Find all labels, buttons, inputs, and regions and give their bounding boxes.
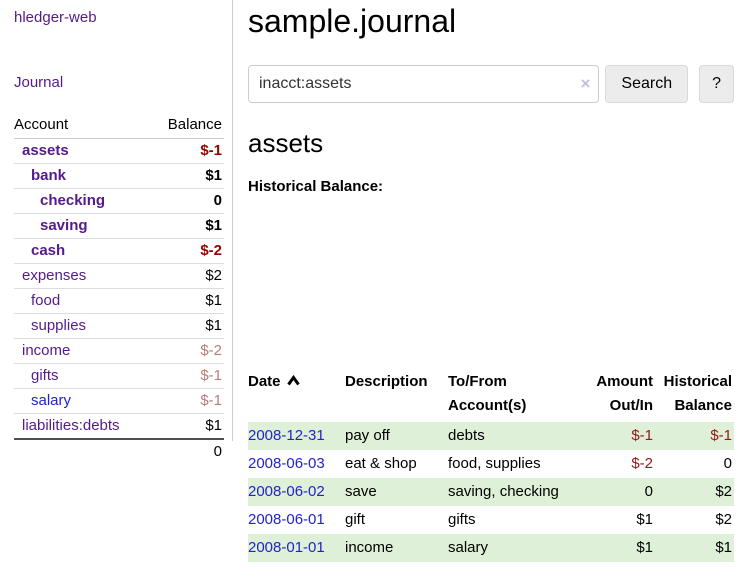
register-rows: 2008-12-31 pay off debts $-1 $-1 2008-06-03 ea…: [248, 422, 734, 562]
account-link-cash[interactable]: cash: [31, 242, 66, 259]
accounts-total-row: 0: [14, 438, 224, 464]
register-row: 2008-12-31 pay off debts $-1 $-1: [248, 422, 734, 450]
transaction-accounts: gifts: [448, 511, 476, 528]
account-balance: $-2: [151, 238, 224, 264]
account-row: salary $-1: [14, 388, 224, 414]
sidebar: hledger-web Journal Account Balance asse…: [0, 0, 233, 464]
transaction-balance: $2: [715, 511, 732, 528]
account-row: cash $-2: [14, 238, 224, 264]
account-row: bank $1: [14, 163, 224, 189]
account-heading: assets: [248, 128, 324, 158]
account-link-income[interactable]: income: [22, 342, 71, 359]
account-balance: $1: [151, 288, 224, 314]
account-row: assets $-1: [14, 138, 224, 164]
chart-title: Historical Balance:: [248, 178, 384, 195]
account-balance: $1: [151, 413, 224, 440]
transaction-description: pay off: [345, 427, 390, 444]
account-balance: $-2: [151, 338, 224, 364]
account-link-gifts[interactable]: gifts: [31, 367, 59, 384]
sort-ascending-icon: [286, 370, 301, 394]
help-button[interactable]: ?: [699, 65, 734, 103]
transaction-description: income: [345, 539, 394, 556]
account-balance: 0: [151, 188, 224, 214]
account-link-expenses[interactable]: expenses: [22, 267, 87, 284]
account-row: checking 0: [14, 188, 224, 214]
accounts-header-account: Account: [14, 113, 152, 139]
account-balance: $1: [151, 163, 224, 189]
transaction-amount: $1: [636, 511, 653, 528]
account-link-supplies[interactable]: supplies: [31, 317, 87, 334]
transaction-date-link[interactable]: 2008-06-03: [248, 455, 325, 472]
sidebar-item-journal[interactable]: Journal: [14, 74, 64, 91]
transaction-balance: 0: [723, 455, 732, 472]
register-header-date: Date: [248, 368, 345, 422]
register-row: 2008-01-01 income salary $1 $1: [248, 534, 734, 562]
account-row: expenses $2: [14, 263, 224, 289]
transaction-balance: $1: [715, 539, 732, 556]
register-table: Date Description To/From Account(s) Amou…: [248, 368, 734, 562]
register-header-amount: Amount Out/In: [596, 373, 653, 414]
transaction-balance: $2: [715, 483, 732, 500]
register-row: 2008-06-01 gift gifts $1 $2: [248, 506, 734, 534]
transaction-description: gift: [345, 511, 366, 528]
accounts-header-balance: Balance: [151, 113, 224, 139]
account-link-food[interactable]: food: [31, 292, 61, 309]
search-input[interactable]: [248, 65, 600, 103]
register-row: 2008-06-02 save saving, checking 0 $2: [248, 478, 734, 506]
transaction-date-link[interactable]: 2008-06-01: [248, 511, 325, 528]
account-link-bank[interactable]: bank: [31, 167, 67, 184]
account-link-liabilities-debts[interactable]: liabilities:debts: [22, 417, 120, 434]
transaction-amount: $1: [636, 539, 653, 556]
transaction-date-link[interactable]: 2008-01-01: [248, 539, 325, 556]
accounts-table: Account Balance assets $-1 bank $1 checking 0…: [14, 113, 224, 464]
transaction-accounts: saving, checking: [448, 483, 559, 500]
register-header-balance: Historical Balance: [663, 373, 732, 414]
account-row: income $-2: [14, 338, 224, 364]
accounts-total-value: 0: [151, 438, 224, 464]
register-row: 2008-06-03 eat & shop food, supplies $-2 0: [248, 450, 734, 478]
transaction-date-link[interactable]: 2008-12-31: [248, 427, 325, 444]
register-header-description: Description: [345, 373, 428, 390]
transaction-amount: $-2: [631, 455, 653, 472]
transaction-description: eat & shop: [345, 455, 417, 472]
account-row: saving $1: [14, 213, 224, 239]
transaction-date-link[interactable]: 2008-06-02: [248, 483, 325, 500]
clear-search-icon[interactable]: ×: [580, 74, 591, 93]
transaction-accounts: salary: [448, 539, 489, 556]
transaction-amount: 0: [644, 483, 653, 500]
account-balance: $2: [151, 263, 224, 289]
search-form: × Search ?: [248, 65, 734, 103]
account-balance: $1: [151, 213, 224, 239]
account-link-saving[interactable]: saving: [40, 217, 88, 234]
account-row: liabilities:debts $1: [14, 413, 224, 440]
account-link-checking[interactable]: checking: [40, 192, 106, 209]
main-content: sample.journal × Search ? assets Histori…: [248, 0, 734, 562]
account-row: food $1: [14, 288, 224, 314]
account-row: supplies $1: [14, 313, 224, 339]
app-title-link[interactable]: hledger-web: [14, 9, 97, 26]
account-balance: $-1: [151, 388, 224, 414]
transaction-balance: $-1: [710, 427, 732, 444]
transaction-amount: $-1: [631, 427, 653, 444]
transaction-accounts: food, supplies: [448, 455, 541, 472]
account-link-assets[interactable]: assets: [22, 142, 69, 159]
page-title: sample.journal: [248, 3, 457, 39]
account-balance: $-1: [151, 138, 224, 164]
transaction-description: save: [345, 483, 377, 500]
chart-svg: [248, 202, 650, 342]
account-balance: $1: [151, 313, 224, 339]
transaction-accounts: debts: [448, 427, 485, 444]
account-rows: assets $-1 bank $1 checking 0 saving $1 cash $-2 e…: [14, 138, 224, 440]
account-link-salary[interactable]: salary: [31, 392, 72, 409]
register-header-accounts: To/From Account(s): [448, 373, 527, 414]
search-button[interactable]: Search: [605, 65, 689, 103]
account-balance: $-1: [151, 363, 224, 389]
balance-chart: [248, 202, 734, 347]
account-row: gifts $-1: [14, 363, 224, 389]
